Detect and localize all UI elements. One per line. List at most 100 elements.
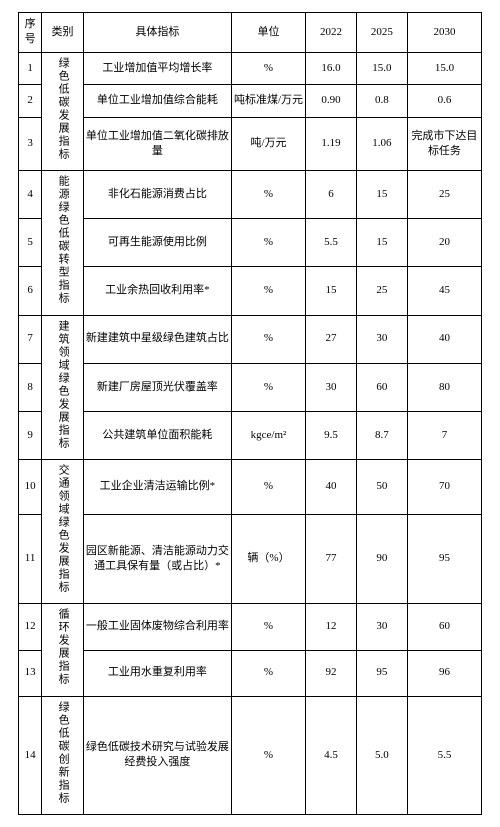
cell-indicator: 工业用水重复利用率 [83,650,231,696]
cell-2022: 5.5 [306,219,357,267]
cell-indicator: 工业企业清洁运输比例* [83,459,231,514]
cell-2025: 90 [356,514,407,604]
table-row: 2单位工业增加值综合能耗吨标准煤/万元0.900.80.6 [19,85,482,118]
cell-unit: % [231,650,305,696]
cell-2025: 25 [356,267,407,315]
cell-2025: 15.0 [356,52,407,85]
cell-2025: 5.0 [356,696,407,814]
cell-seq: 7 [19,315,42,363]
cell-seq: 5 [19,219,42,267]
table-row: 4能源绿色低碳转型指标非化石能源消费占比%61525 [19,171,482,219]
cell-unit: % [231,363,305,411]
cell-2025: 30 [356,315,407,363]
cell-unit: 吨/万元 [231,117,305,170]
table-row: 11园区新能源、清洁能源动力交通工具保有量（或占比）*辆（%）779095 [19,514,482,604]
th-indicator: 具体指标 [83,13,231,53]
cell-indicator: 工业余热回收利用率* [83,267,231,315]
cell-indicator: 可再生能源使用比例 [83,219,231,267]
table-row: 14绿色低碳创新指标绿色低碳技术研究与试验发展经费投入强度%4.55.05.5 [19,696,482,814]
cell-2025: 8.7 [356,411,407,459]
cell-2022: 40 [306,459,357,514]
cell-seq: 2 [19,85,42,118]
cell-2022: 27 [306,315,357,363]
th-2025: 2025 [356,13,407,53]
cell-2025: 15 [356,219,407,267]
cell-unit: 辆（%） [231,514,305,604]
cell-2025: 30 [356,604,407,650]
table-row: 6工业余热回收利用率*%152545 [19,267,482,315]
cell-indicator: 单位工业增加值二氧化碳排放量 [83,117,231,170]
cell-2025: 95 [356,650,407,696]
cell-2025: 0.8 [356,85,407,118]
cell-unit: % [231,459,305,514]
cell-2025: 1.06 [356,117,407,170]
cell-2025: 60 [356,363,407,411]
cell-2030: 60 [407,604,481,650]
cell-2025: 50 [356,459,407,514]
cell-2030: 15.0 [407,52,481,85]
cell-unit: % [231,604,305,650]
cell-category: 建筑领域绿色发展指标 [42,315,84,459]
table-body: 1绿色低碳发展指标工业增加值平均增长率%16.015.015.02单位工业增加值… [19,52,482,814]
cell-category: 循环发展指标 [42,604,84,696]
cell-indicator: 园区新能源、清洁能源动力交通工具保有量（或占比）* [83,514,231,604]
cell-indicator: 公共建筑单位面积能耗 [83,411,231,459]
table-row: 13 工业用水重复利用率%929596 [19,650,482,696]
cell-2030: 80 [407,363,481,411]
table-row: 12循环发展指标一般工业固体废物综合利用率%123060 [19,604,482,650]
table-row: 7建筑领域绿色发展指标新建建筑中星级绿色建筑占比%273040 [19,315,482,363]
cell-unit: % [231,267,305,315]
cell-indicator: 非化石能源消费占比 [83,171,231,219]
cell-2022: 6 [306,171,357,219]
th-unit: 单位 [231,13,305,53]
cell-indicator: 绿色低碳技术研究与试验发展经费投入强度 [83,696,231,814]
cell-unit: % [231,696,305,814]
cell-seq: 6 [19,267,42,315]
cell-indicator: 新建建筑中星级绿色建筑占比 [83,315,231,363]
cell-2030: 20 [407,219,481,267]
cell-2022: 30 [306,363,357,411]
cell-unit: 吨标准煤/万元 [231,85,305,118]
cell-seq: 14 [19,696,42,814]
cell-2022: 15 [306,267,357,315]
cell-2022: 16.0 [306,52,357,85]
cell-seq: 4 [19,171,42,219]
cell-indicator: 一般工业固体废物综合利用率 [83,604,231,650]
indicator-table: 序号 类别 具体指标 单位 2022 2025 2030 1绿色低碳发展指标工业… [18,12,482,815]
cell-seq: 10 [19,459,42,514]
cell-2030: 25 [407,171,481,219]
cell-2022: 12 [306,604,357,650]
cell-seq: 13 [19,650,42,696]
table-row: 3单位工业增加值二氧化碳排放量吨/万元1.191.06完成市下达目标任务 [19,117,482,170]
table-row: 1绿色低碳发展指标工业增加值平均增长率%16.015.015.0 [19,52,482,85]
cell-2022: 0.90 [306,85,357,118]
table-row: 10交通领域绿色发展指标工业企业清洁运输比例*%405070 [19,459,482,514]
cell-2022: 9.5 [306,411,357,459]
cell-category: 交通领域绿色发展指标 [42,459,84,603]
cell-unit: % [231,52,305,85]
table-row: 8新建厂房屋顶光伏覆盖率%306080 [19,363,482,411]
th-category: 类别 [42,13,84,53]
cell-2030: 完成市下达目标任务 [407,117,481,170]
cell-category: 绿色低碳创新指标 [42,696,84,814]
cell-2030: 70 [407,459,481,514]
cell-2030: 40 [407,315,481,363]
cell-unit: kgce/m² [231,411,305,459]
cell-category: 绿色低碳发展指标 [42,52,84,170]
cell-2030: 96 [407,650,481,696]
cell-indicator: 新建厂房屋顶光伏覆盖率 [83,363,231,411]
cell-category: 能源绿色低碳转型指标 [42,171,84,315]
header-row: 序号 类别 具体指标 单位 2022 2025 2030 [19,13,482,53]
cell-unit: % [231,171,305,219]
cell-2030: 95 [407,514,481,604]
table-row: 9公共建筑单位面积能耗kgce/m²9.58.77 [19,411,482,459]
cell-seq: 12 [19,604,42,650]
cell-2022: 1.19 [306,117,357,170]
cell-2022: 77 [306,514,357,604]
th-seq: 序号 [19,13,42,53]
cell-indicator: 工业增加值平均增长率 [83,52,231,85]
cell-seq: 1 [19,52,42,85]
cell-2022: 92 [306,650,357,696]
cell-2025: 15 [356,171,407,219]
th-2022: 2022 [306,13,357,53]
